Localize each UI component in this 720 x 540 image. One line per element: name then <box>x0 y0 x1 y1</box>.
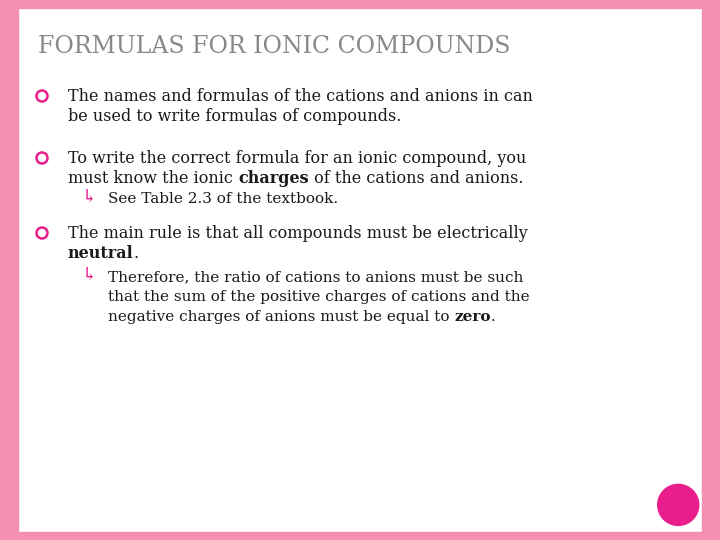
Text: The main rule is that all compounds must be electrically: The main rule is that all compounds must… <box>68 225 528 242</box>
Text: The names and formulas of the cations and anions in can: The names and formulas of the cations an… <box>68 88 533 105</box>
Text: negative charges of anions must be equal to: negative charges of anions must be equal… <box>108 310 454 324</box>
Text: FORMULAS FOR IONIC COMPOUNDS: FORMULAS FOR IONIC COMPOUNDS <box>38 35 510 58</box>
Text: ↳: ↳ <box>82 188 97 206</box>
Bar <box>702 0 720 540</box>
Text: .: . <box>491 310 495 324</box>
Bar <box>0 0 720 8</box>
Bar <box>0 532 720 540</box>
Text: ↳: ↳ <box>82 266 97 284</box>
Text: must know the ionic: must know the ionic <box>68 170 238 187</box>
Text: of the cations and anions.: of the cations and anions. <box>309 170 523 187</box>
Text: charges: charges <box>238 170 309 187</box>
Text: Therefore, the ratio of cations to anions must be such: Therefore, the ratio of cations to anion… <box>108 270 523 284</box>
Text: zero: zero <box>454 310 491 324</box>
Text: .: . <box>134 245 139 262</box>
Bar <box>0 0 18 540</box>
Text: be used to write formulas of compounds.: be used to write formulas of compounds. <box>68 108 401 125</box>
Text: To write the correct formula for an ionic compound, you: To write the correct formula for an ioni… <box>68 150 526 167</box>
Circle shape <box>658 484 698 525</box>
Text: that the sum of the positive charges of cations and the: that the sum of the positive charges of … <box>108 290 530 304</box>
Text: neutral: neutral <box>68 245 134 262</box>
Text: See Table 2.3 of the textbook.: See Table 2.3 of the textbook. <box>108 192 338 206</box>
